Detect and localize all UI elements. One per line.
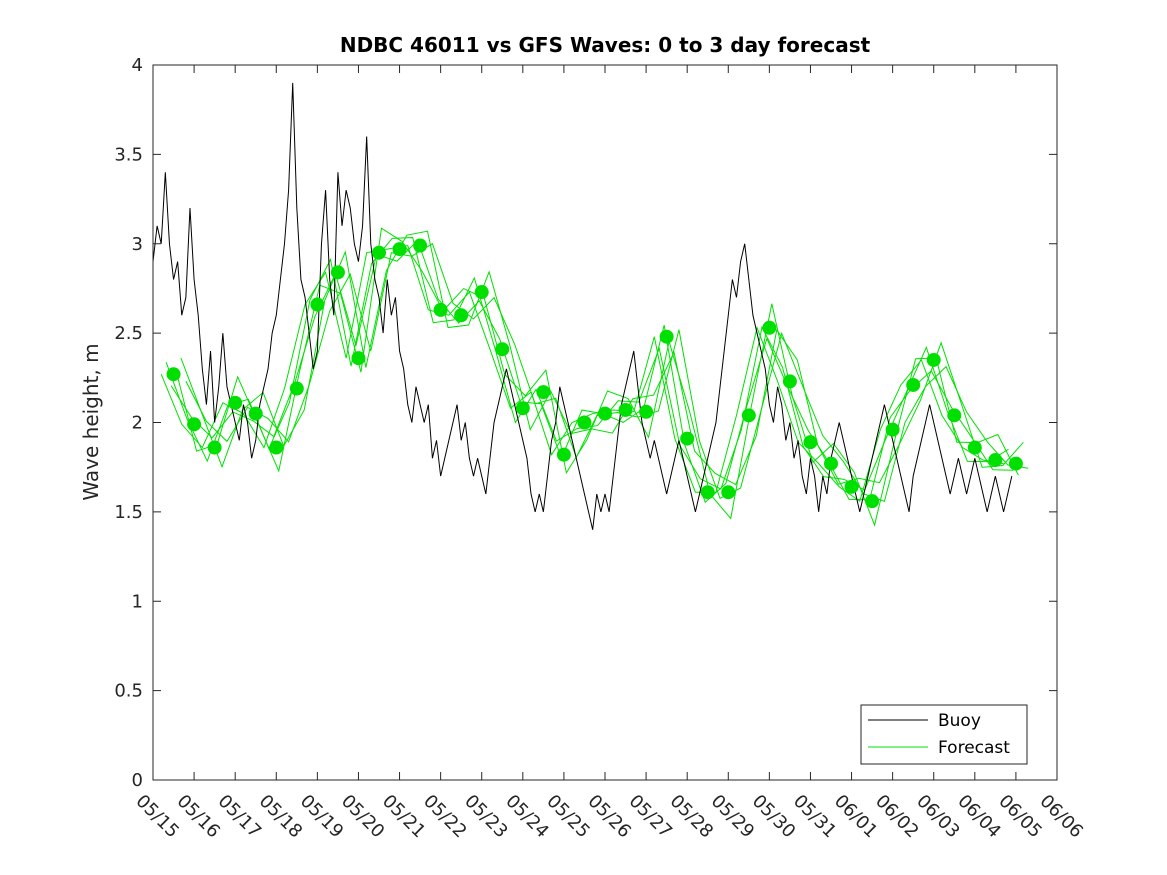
x-tick-label: 05/17: [214, 791, 266, 843]
forecast-point: [330, 265, 345, 280]
forecast-point: [782, 374, 797, 389]
forecast-point: [926, 352, 941, 367]
x-tick-label: 06/04: [953, 791, 1005, 843]
forecast-point: [536, 385, 551, 400]
forecast-point: [495, 342, 510, 357]
y-axis-label: Wave height, m: [79, 343, 103, 500]
forecast-run-line: [180, 230, 1024, 486]
forecast-point: [310, 297, 325, 312]
x-tick-label: 05/16: [173, 791, 225, 843]
forecast-point: [269, 440, 284, 455]
y-tick-label: 0: [132, 770, 143, 791]
x-tick-label: 06/01: [830, 791, 882, 843]
forecast-point: [741, 408, 756, 423]
forecast-run-line: [170, 239, 1014, 504]
x-tick-label: 05/26: [583, 791, 635, 843]
y-tick-label: 4: [132, 55, 143, 76]
forecast-point: [762, 320, 777, 335]
x-tick-label: 05/19: [296, 791, 348, 843]
forecast-point: [474, 285, 489, 300]
forecast-point: [988, 453, 1003, 468]
forecast-point: [515, 401, 530, 416]
forecast-point: [721, 485, 736, 500]
x-tick-label: 06/02: [871, 791, 923, 843]
forecast-point: [187, 417, 202, 432]
y-tick-label: 3: [132, 234, 143, 255]
forecast-point: [413, 238, 428, 253]
forecast-point: [844, 479, 859, 494]
forecast-point: [659, 329, 674, 344]
x-tick-label: 05/15: [131, 791, 183, 843]
forecast-point: [967, 440, 982, 455]
forecast-point: [577, 415, 592, 430]
y-tick-label: 1: [132, 591, 143, 612]
forecast-point: [433, 302, 448, 317]
x-tick-label: 05/27: [625, 791, 677, 843]
x-tick-label: 05/23: [460, 791, 512, 843]
x-tick-label: 06/06: [1035, 791, 1087, 843]
y-tick-label: 1.5: [114, 502, 143, 523]
forecast-point: [803, 435, 818, 450]
forecast-point: [392, 242, 407, 257]
forecast-point: [947, 408, 962, 423]
y-tick-label: 3.5: [114, 144, 143, 165]
x-tick-label: 06/03: [912, 791, 964, 843]
legend-label-buoy: Buoy: [938, 711, 981, 731]
forecast-point: [228, 395, 243, 410]
x-tick-label: 05/25: [542, 791, 594, 843]
forecast-point: [680, 431, 695, 446]
forecast-point: [248, 406, 263, 421]
forecast-point: [639, 404, 654, 419]
forecast-point: [372, 245, 386, 260]
y-tick-label: 0.5: [114, 681, 143, 702]
forecast-point: [351, 351, 366, 366]
forecast-point: [454, 308, 469, 323]
legend: Buoy Forecast: [860, 704, 1028, 765]
x-tick-label: 05/18: [255, 791, 307, 843]
chart-title: NDBC 46011 vs GFS Waves: 0 to 3 day fore…: [340, 33, 871, 57]
x-tick-label: 05/22: [419, 791, 471, 843]
y-tick-label: 2.5: [114, 323, 143, 344]
legend-label-forecast: Forecast: [938, 738, 1010, 758]
x-tick-label: 05/21: [378, 791, 430, 843]
buoy-line: [152, 82, 1013, 530]
buoy-line-group: [152, 82, 1013, 530]
forecast-point: [289, 381, 304, 396]
forecast-point: [618, 402, 633, 417]
forecast-point: [556, 447, 571, 462]
forecast-point: [166, 367, 181, 382]
forecast-point: [700, 485, 715, 500]
x-tick-label: 05/20: [337, 791, 389, 843]
x-tick-label: 05/31: [789, 791, 841, 843]
forecast-point: [906, 377, 921, 392]
y-tick-label: 2: [132, 413, 143, 434]
x-tick-label: 06/05: [994, 791, 1046, 843]
forecast-point: [598, 406, 612, 421]
forecast-point: [207, 440, 222, 455]
forecast-point: [885, 422, 900, 437]
plot-area: [153, 65, 1057, 780]
x-tick-label: 05/28: [666, 791, 718, 843]
x-tick-label: 05/30: [748, 791, 800, 843]
x-tick-label: 05/24: [501, 791, 553, 843]
forecast-point: [824, 456, 838, 471]
y-axis: 0 0.5 1 1.5 2 2.5 3 3.5 4: [114, 55, 1057, 791]
forecast-point: [865, 494, 880, 509]
forecast-points: [166, 238, 1023, 509]
forecast-point: [1008, 456, 1023, 471]
legend-box: [860, 704, 1028, 765]
x-tick-label: 05/29: [707, 791, 759, 843]
